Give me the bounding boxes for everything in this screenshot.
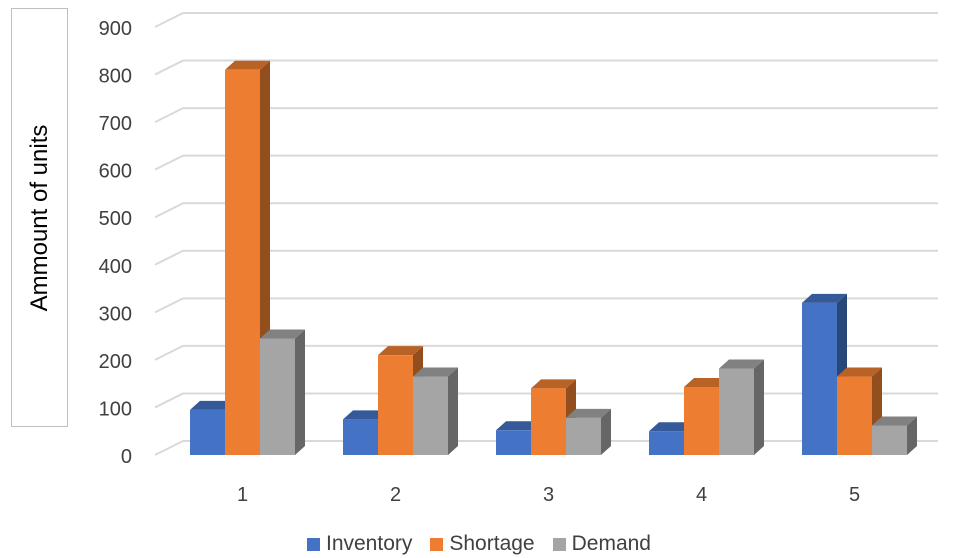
y-tick-label-300: 300: [99, 303, 132, 325]
bar-top-demand-2: [413, 367, 458, 377]
y-tick-label-100: 100: [99, 398, 132, 420]
bar-top-inventory-5: [802, 293, 847, 303]
bar-top-demand-4: [719, 359, 764, 369]
legend-swatch-inventory: [306, 537, 320, 551]
x-tick-label-2: 2: [390, 484, 401, 506]
y-axis-title-box: Ammount of units: [11, 8, 68, 427]
y-tick-label-800: 800: [99, 66, 132, 88]
bar-side-demand-5: [907, 416, 917, 455]
y-tick-label-700: 700: [99, 113, 132, 135]
y-tick-label-400: 400: [99, 256, 132, 278]
bar-top-shortage-3: [531, 379, 576, 389]
x-tick-label-3: 3: [543, 484, 554, 506]
legend-item-inventory: Inventory: [306, 532, 413, 556]
bar-inventory-3: [496, 430, 531, 455]
bar-inventory-5: [802, 302, 837, 455]
bar-shortage-4: [684, 386, 719, 455]
bar-top-demand-1: [260, 329, 305, 339]
y-tick-label-900: 900: [99, 18, 132, 40]
y-tick-label-200: 200: [99, 351, 132, 373]
bar-top-shortage-4: [684, 377, 729, 387]
legend-label-shortage: Shortage: [449, 532, 535, 555]
bar-side-demand-3: [601, 408, 611, 455]
bar-top-shortage-5: [837, 367, 882, 377]
bar-demand-4: [719, 368, 754, 455]
y-tick-label-500: 500: [99, 208, 132, 230]
y-tick-label-600: 600: [99, 161, 132, 183]
legend-item-demand: Demand: [552, 532, 651, 556]
bar-top-inventory-1: [190, 400, 235, 410]
bar-chart: 0 100 200 300 400 500 600 700 800 900 1 2 3 4 5: [99, 12, 938, 506]
legend-item-shortage: Shortage: [430, 532, 535, 556]
legend-label-demand: Demand: [571, 532, 651, 555]
bar-shortage-2: [378, 355, 413, 455]
bar-inventory-2: [343, 419, 378, 455]
bar-inventory-4: [649, 431, 684, 455]
bar-demand-5: [872, 425, 907, 455]
bar-top-demand-5: [872, 416, 917, 426]
bar-shortage-1: [225, 69, 260, 456]
legend-swatch-demand: [552, 537, 566, 551]
bar-top-shortage-2: [378, 346, 423, 356]
bar-demand-3: [566, 417, 601, 455]
x-tick-label-5: 5: [849, 484, 860, 506]
bar-inventory-1: [190, 409, 225, 455]
bar-top-inventory-4: [649, 422, 694, 432]
x-tick-label-1: 1: [237, 484, 248, 506]
bar-top-inventory-2: [343, 410, 388, 420]
bar-demand-1: [260, 338, 295, 455]
bar-top-demand-3: [566, 408, 611, 418]
bar-side-demand-1: [295, 329, 305, 455]
y-tick-label-0: 0: [121, 446, 132, 468]
gridline-wall-300: [154, 297, 184, 314]
legend-label-inventory: Inventory: [325, 532, 413, 555]
bar-side-demand-4: [754, 359, 764, 455]
bar-side-demand-2: [448, 367, 458, 455]
bar-top-inventory-3: [496, 421, 541, 431]
gridline-wall-900: [154, 12, 184, 28]
bar-shortage-5: [837, 376, 872, 455]
gridline-wall-200: [154, 344, 184, 361]
gridline-wall-0: [154, 440, 184, 456]
bar-demand-2: [413, 376, 448, 455]
legend: Inventory Shortage Demand: [0, 530, 958, 558]
legend-swatch-shortage: [430, 537, 444, 551]
gridline-wall-400: [154, 249, 184, 266]
gridline-wall-500: [154, 202, 184, 219]
gridline-wall-700: [154, 107, 184, 124]
bar-shortage-3: [531, 388, 566, 455]
gridline-wall-600: [154, 154, 184, 171]
gridline-wall-100: [154, 392, 184, 409]
bar-top-shortage-1: [225, 60, 270, 70]
x-tick-label-4: 4: [696, 484, 707, 506]
gridline-wall-800: [154, 59, 184, 76]
